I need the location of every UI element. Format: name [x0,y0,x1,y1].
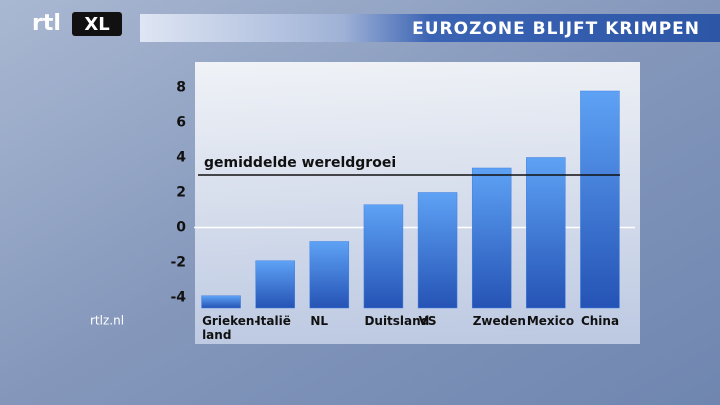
bar [309,241,350,309]
bar [201,295,241,309]
chart-title: EUROZONE BLIJFT KRIMPEN [412,19,700,39]
title-band [140,14,720,42]
x-tick-label: Zweden [472,314,526,328]
x-tick-label: VS [418,314,437,328]
x-tick-label: Grieken- land [202,314,260,342]
y-tick-label: 8 [176,80,186,96]
bar [255,260,295,309]
reference-label: gemiddelde wereldgroei [204,155,396,171]
x-tick-label: NL [310,314,329,328]
x-tick-label: Mexico [526,314,575,328]
y-tick-label: -2 [170,255,186,271]
y-tick-label: 2 [176,185,186,201]
x-tick-label: Italië [256,314,291,328]
bar [526,157,566,309]
logo-badge-box [72,12,122,36]
bar [363,204,404,309]
bar [471,167,512,309]
x-tick-label: Duitsland [364,314,430,328]
website: rtlz.nl [90,314,124,328]
logo: rtl [32,11,61,36]
bar [417,192,458,309]
y-tick-label: -4 [170,290,186,306]
y-tick-label: 6 [176,115,186,131]
bar [580,90,620,309]
y-tick-label: 0 [176,220,186,236]
x-tick-label: China [580,314,620,328]
y-tick-label: 4 [176,150,186,166]
logo-badge: XL [84,14,109,35]
